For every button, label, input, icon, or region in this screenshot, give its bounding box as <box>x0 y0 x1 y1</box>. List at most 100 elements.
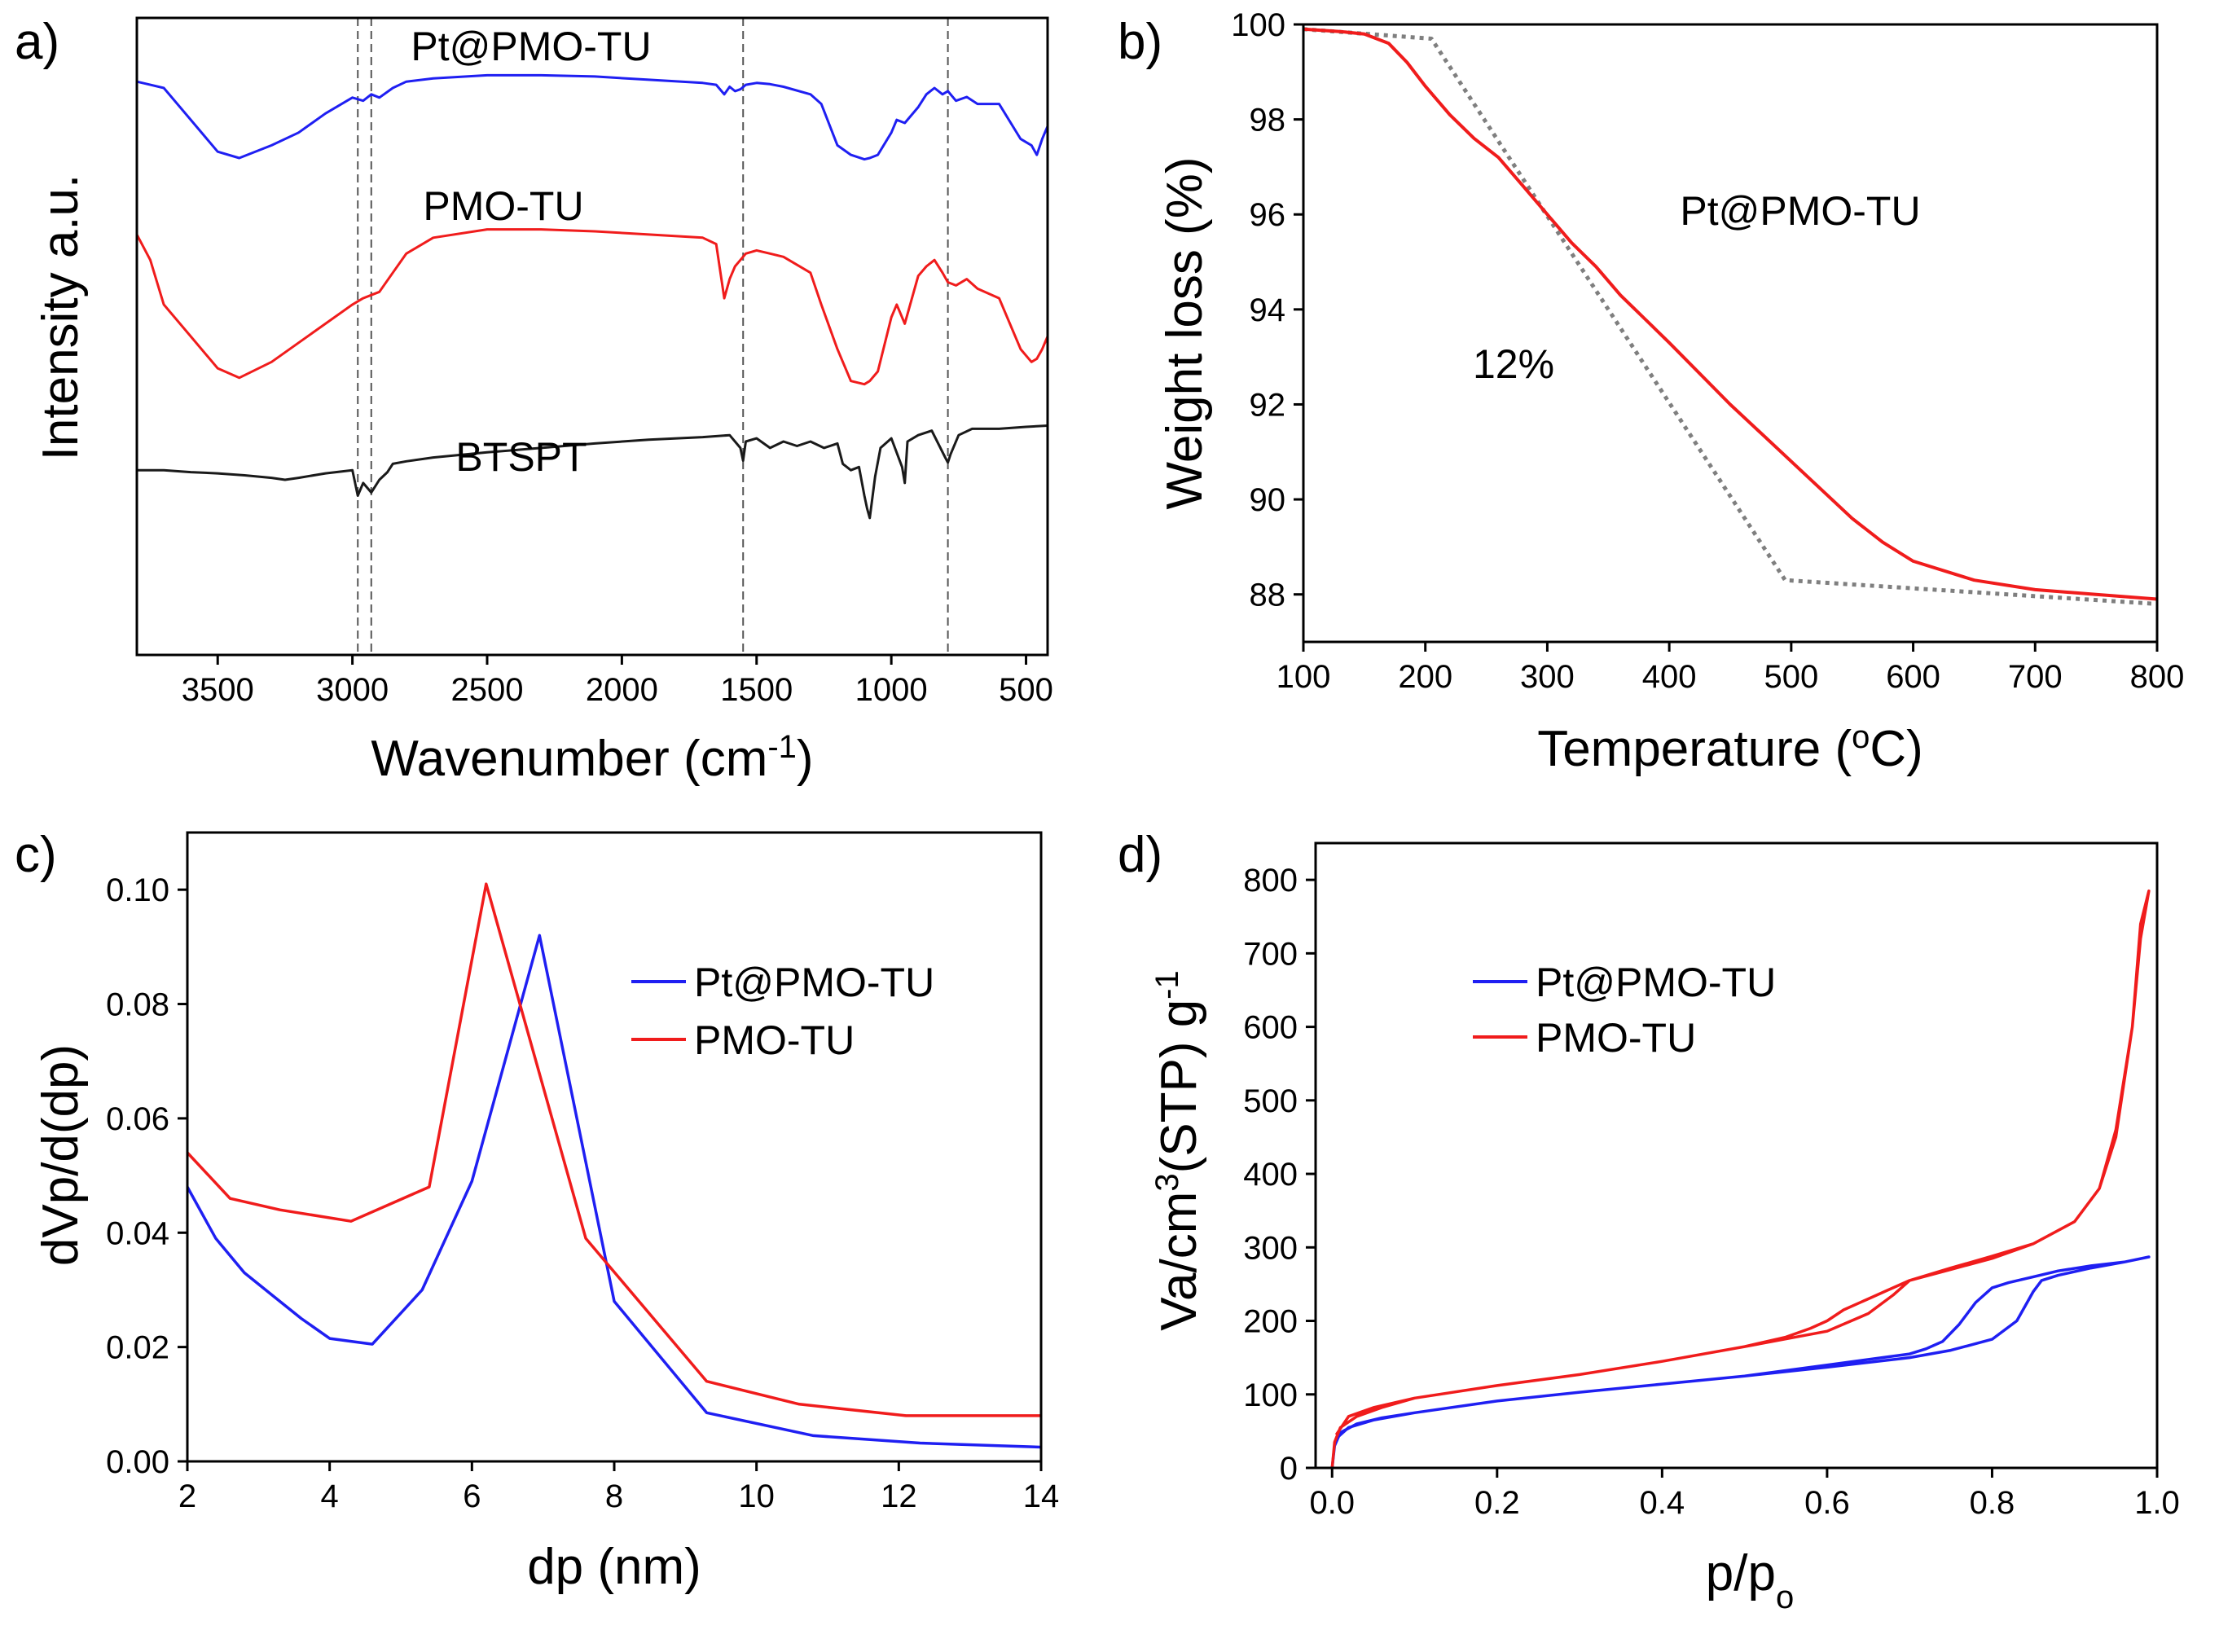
series-annotation: Pt@PMO-TU <box>1680 188 1920 234</box>
panel-label-b: b) <box>1118 14 1162 70</box>
x-tick-label: 4 <box>321 1478 339 1514</box>
legend-label: PMO-TU <box>1536 1015 1696 1061</box>
x-tick-label: 600 <box>1886 659 1940 695</box>
x-tick-label: 3500 <box>182 672 254 708</box>
y-axis-title-part: Va/cm <box>1151 1192 1207 1331</box>
series-line-pt-pmo-tu <box>186 934 1042 1449</box>
x-axis-title-part: o <box>1852 719 1870 755</box>
x-tick-label: 2000 <box>586 672 658 708</box>
y-axis-title-part: -1 <box>1149 970 1185 1000</box>
panel-c-pore-size-distribution: c) 2 4 6 8 10 12 14 0.00 0.02 0.04 0.06 0.08 0.10 dp (… <box>15 827 1059 1595</box>
y-axis-title: dVp/d(dp) <box>33 1044 89 1266</box>
y-tick-label: 200 <box>1243 1304 1298 1340</box>
plot-frame <box>1314 841 2159 1470</box>
x-tick-label: 8 <box>605 1478 623 1514</box>
x-tick-label: 6 <box>463 1478 481 1514</box>
x-axis-title-part: ) <box>797 731 814 787</box>
y-tick-label: 400 <box>1243 1157 1298 1193</box>
x-tick-label: 0.8 <box>1970 1485 2015 1521</box>
plot-frame <box>1302 23 2159 644</box>
y-tick-label: 94 <box>1250 292 1286 328</box>
y-tick-label: 98 <box>1250 103 1286 138</box>
y-axis-title: Va/cm3(STP) g-1 <box>1149 970 1207 1331</box>
y-tick-label: 0.04 <box>106 1215 169 1251</box>
y-tick-label: 92 <box>1250 387 1286 423</box>
x-tick-label: 500 <box>1764 659 1818 695</box>
series-line-pt-pmo-tu <box>1303 27 2158 601</box>
x-tick-label: 2500 <box>451 672 524 708</box>
panel-a-ftir-spectra: a) 3500 3000 2500 2000 1500 1000 500 Wavenumber … <box>15 14 1053 787</box>
y-tick-label: 88 <box>1250 578 1286 613</box>
y-tick-label: 800 <box>1243 863 1298 898</box>
y-tick-label: 100 <box>1243 1377 1298 1413</box>
series-line-pmo-tu <box>135 228 1049 386</box>
x-tick-label: 10 <box>738 1478 775 1514</box>
series-annotation: Pt@PMO-TU <box>411 24 651 69</box>
series-line-pt-pmo-tu <box>136 73 1049 161</box>
series-annotation: BTSPT <box>455 434 587 480</box>
y-axis-title: Weight loss (%) <box>1157 157 1213 510</box>
x-axis-title: dp (nm) <box>527 1539 701 1595</box>
y-axis-title-part: Intensity a.u. <box>33 174 89 461</box>
y-tick-label: 0.02 <box>106 1330 169 1366</box>
x-axis-title-part: -1 <box>767 729 797 765</box>
x-tick-label: 100 <box>1276 659 1331 695</box>
x-tick-label: 2 <box>178 1478 196 1514</box>
x-tick-label: 1000 <box>855 672 928 708</box>
plot-frame <box>186 831 1043 1463</box>
series-line-btspt <box>137 424 1048 520</box>
legend-label: PMO-TU <box>694 1017 855 1063</box>
legend-label: Pt@PMO-TU <box>694 960 934 1005</box>
panel-label-c: c) <box>15 827 57 883</box>
x-axis-title-part: p/p <box>1706 1545 1776 1601</box>
y-tick-label: 96 <box>1250 197 1286 233</box>
panel-b-tga-curve: b) 100 200 300 400 500 600 700 800 88 90 92 94 96 98 10… <box>1118 7 2184 777</box>
y-axis-title-part: (STP) g <box>1151 1000 1207 1174</box>
series-line-pt-pmo-tu <box>1330 1255 2151 1469</box>
x-axis-title-part: Temperature ( <box>1537 721 1852 777</box>
series-annotation: PMO-TU <box>423 183 583 229</box>
y-axis-title-part: 3 <box>1149 1173 1185 1191</box>
x-tick-label: 800 <box>2130 659 2185 695</box>
y-tick-label: 0 <box>1280 1451 1298 1487</box>
y-tick-label: 0.06 <box>106 1101 169 1137</box>
series-line-dotted-fit <box>1303 27 2158 606</box>
x-tick-label: 500 <box>999 672 1053 708</box>
y-tick-label: 300 <box>1243 1230 1298 1266</box>
y-tick-label: 100 <box>1231 7 1285 43</box>
x-tick-label: 1.0 <box>2134 1485 2180 1521</box>
panel-d-adsorption-isotherm: d) 0.0 0.2 0.4 0.6 0.8 1.0 0 100 200 300 400 500 600 7… <box>1118 827 2180 1615</box>
y-tick-label: 600 <box>1243 1010 1298 1046</box>
x-tick-label: 0.2 <box>1474 1485 1520 1521</box>
x-tick-label: 1500 <box>720 672 793 708</box>
x-tick-label: 14 <box>1023 1478 1060 1514</box>
x-tick-label: 0.6 <box>1804 1485 1850 1521</box>
y-tick-label: 90 <box>1250 482 1286 518</box>
weight-loss-annotation: 12% <box>1473 341 1554 387</box>
y-tick-label: 0.00 <box>106 1444 169 1480</box>
x-tick-label: 0.0 <box>1309 1485 1355 1521</box>
x-tick-label: 12 <box>881 1478 917 1514</box>
y-axis-title-part: dVp/d(dp) <box>33 1044 89 1266</box>
x-tick-label: 200 <box>1398 659 1452 695</box>
x-tick-label: 0.4 <box>1640 1485 1685 1521</box>
x-axis-title: Wavenumber (cm-1) <box>371 729 813 787</box>
panel-label-d: d) <box>1118 827 1162 883</box>
x-axis-title: Temperature (oC) <box>1537 719 1923 777</box>
x-axis-title-part: Wavenumber (cm <box>371 731 767 787</box>
y-axis-title-part: Weight loss (%) <box>1157 157 1213 510</box>
series-line-pmo-tu <box>186 882 1041 1417</box>
y-tick-label: 700 <box>1243 936 1298 972</box>
y-axis-title: Intensity a.u. <box>33 174 89 461</box>
plot-frame <box>135 16 1049 657</box>
series-line-pmo-tu <box>1330 889 2151 1469</box>
x-axis-title-part: o <box>1776 1580 1794 1615</box>
x-axis-title-part: C) <box>1870 721 1922 777</box>
y-tick-label: 0.08 <box>106 987 169 1023</box>
y-tick-label: 500 <box>1243 1083 1298 1119</box>
x-axis-title: p/po <box>1706 1545 1794 1615</box>
panel-label-a: a) <box>15 14 59 70</box>
x-tick-label: 700 <box>2008 659 2063 695</box>
x-tick-label: 3000 <box>316 672 389 708</box>
